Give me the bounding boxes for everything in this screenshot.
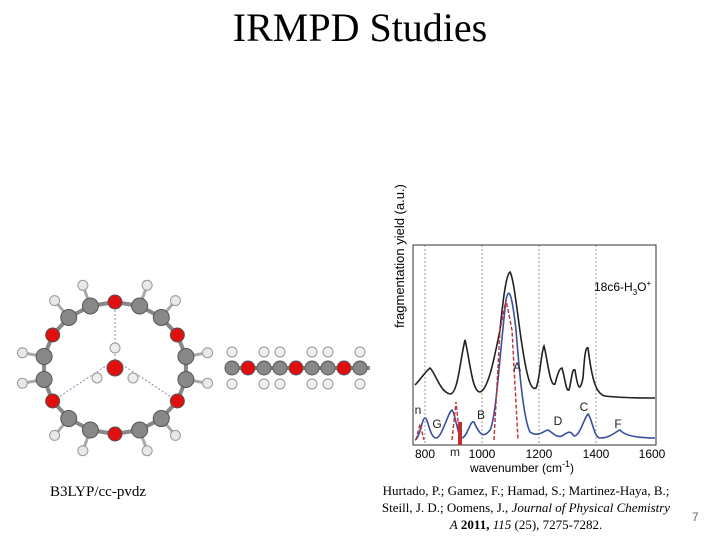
x-tick-label: 1200 (526, 447, 553, 461)
citation-volume: 115 (492, 517, 512, 532)
molecule-structures (16, 279, 370, 457)
hydrogen (274, 346, 286, 358)
hydrogen (16, 377, 28, 389)
species-label: 18c6-H3O+ (594, 279, 651, 297)
label-part: 18c6-H (594, 280, 633, 294)
hydrogen (354, 346, 366, 358)
h-bond (52, 359, 116, 402)
oxygen (336, 360, 352, 376)
carbon (131, 297, 149, 315)
peak-label: n (415, 403, 422, 417)
citation-authors: Hurtado, P.; Gamez, F.; Hamad, S.; Marti… (381, 483, 670, 515)
hydrogen (258, 346, 270, 358)
carbon (177, 370, 195, 388)
hydrogen (141, 279, 153, 291)
peak-label: B (477, 408, 485, 422)
hydrogen (202, 377, 214, 389)
oxygen (106, 359, 124, 377)
label-part: O (637, 280, 646, 294)
label-sub: 3 (633, 288, 638, 297)
hydrogen (258, 378, 270, 390)
hydrogen (127, 372, 139, 384)
x-tick-label: 1000 (469, 447, 496, 461)
oxygen (169, 327, 185, 343)
hydrogen (169, 295, 181, 307)
citation-pages: (25), 7275-7282. (514, 517, 603, 532)
citation-journal: Journal of Physical Chemistry A (449, 500, 671, 532)
label-sup: + (646, 279, 651, 288)
carbon (35, 370, 53, 388)
carbon (320, 360, 336, 376)
carbon (60, 308, 78, 326)
carbon (152, 308, 170, 326)
carbon (35, 348, 53, 366)
carbon (81, 421, 99, 439)
label-part: wavenumber (cm (469, 461, 562, 475)
x-tick-label: 1600 (639, 447, 666, 461)
x-tick-label: 800 (415, 447, 435, 461)
citation-year: 2011, (460, 517, 490, 532)
hydrogen (77, 279, 89, 291)
hydrogen (202, 347, 214, 359)
carbon (177, 348, 195, 366)
hydrogen (16, 347, 28, 359)
oxygen (240, 360, 256, 376)
peak-label: F (614, 417, 621, 431)
oxygen (107, 426, 123, 442)
carbon (152, 410, 170, 428)
hydrogen (91, 372, 103, 384)
carbon (131, 421, 149, 439)
hydrogen (306, 378, 318, 390)
label-sup: -1 (562, 459, 570, 469)
hydrogen (49, 295, 61, 307)
carbon (256, 360, 272, 376)
hydrogen (77, 445, 89, 457)
spectrum (412, 244, 657, 446)
hydrogen (322, 378, 334, 390)
oxygen (107, 294, 123, 310)
carbon (60, 410, 78, 428)
peak-label: G (432, 417, 441, 431)
oxygen (288, 360, 304, 376)
hydrogen (169, 429, 181, 441)
x-tick-label: 1400 (583, 447, 610, 461)
peak-label: D (554, 414, 563, 428)
carbon (352, 360, 368, 376)
carbon (304, 360, 320, 376)
hydrogen (322, 346, 334, 358)
page-number: 7 (692, 510, 699, 524)
carbon (81, 297, 99, 315)
label-part: ) (570, 461, 574, 475)
h-bond (114, 359, 178, 402)
hydrogen (49, 429, 61, 441)
peak-label: C (580, 400, 589, 414)
hydrogen (226, 378, 238, 390)
hydrogen (226, 346, 238, 358)
peak-label: m (450, 445, 460, 459)
hydrogen (274, 378, 286, 390)
oxygen (169, 393, 185, 409)
carbon (224, 360, 240, 376)
hydrogen (354, 378, 366, 390)
oxygen (45, 393, 61, 409)
x-axis-label: wavenumber (cm-1) (469, 459, 574, 475)
citation: Hurtado, P.; Gamez, F.; Hamad, S.; Marti… (378, 482, 674, 533)
hydrogen (109, 342, 121, 354)
y-axis-label: fragmentation yield (a.u.) (392, 184, 407, 328)
peak-label: A (513, 360, 521, 374)
carbon (272, 360, 288, 376)
method-caption: B3LYP/cc-pvdz (50, 484, 146, 500)
oxygen (45, 327, 61, 343)
slide-title: IRMPD Studies (232, 5, 488, 50)
hydrogen (306, 346, 318, 358)
hydrogen (141, 445, 153, 457)
